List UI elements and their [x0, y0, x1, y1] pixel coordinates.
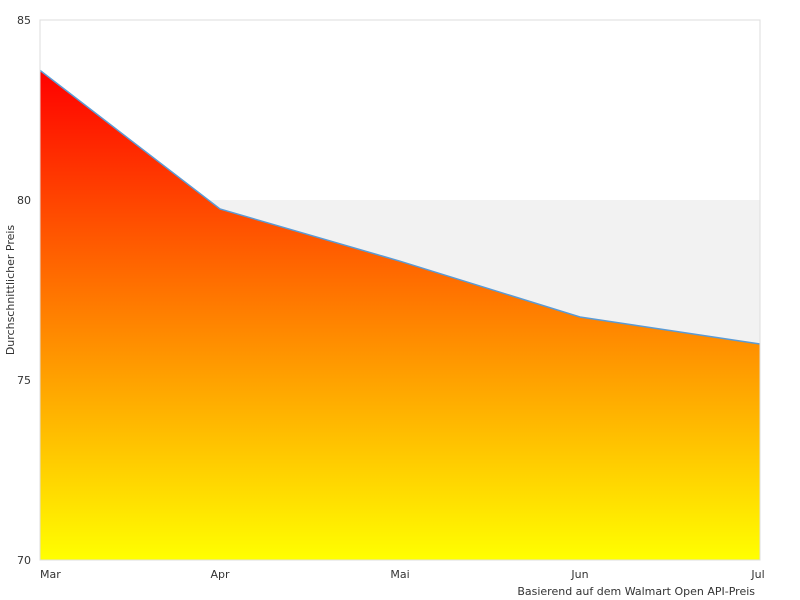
x-tick-label: Apr: [210, 568, 230, 581]
x-tick-label: Mar: [40, 568, 61, 581]
source-note: Basierend auf dem Walmart Open API-Preis: [517, 585, 755, 598]
series-line: [39, 69, 761, 345]
y-tick-label: 80: [17, 194, 31, 207]
y-tick-label: 70: [17, 554, 31, 567]
y-tick-label: 85: [17, 14, 31, 27]
plot-frame: [39, 19, 761, 561]
x-tick-label: Jul: [750, 568, 764, 581]
x-tick-label: Jun: [570, 568, 588, 581]
y-axis-ticks: 70 75 80 85: [17, 14, 31, 567]
area-series: [40, 70, 760, 561]
x-axis-ticks: Mar Apr Mai Jun Jul: [40, 568, 765, 581]
y-axis-title: Durchschnittlicher Preis: [4, 225, 17, 356]
x-tick-label: Mai: [390, 568, 409, 581]
y-tick-label: 75: [17, 374, 31, 387]
